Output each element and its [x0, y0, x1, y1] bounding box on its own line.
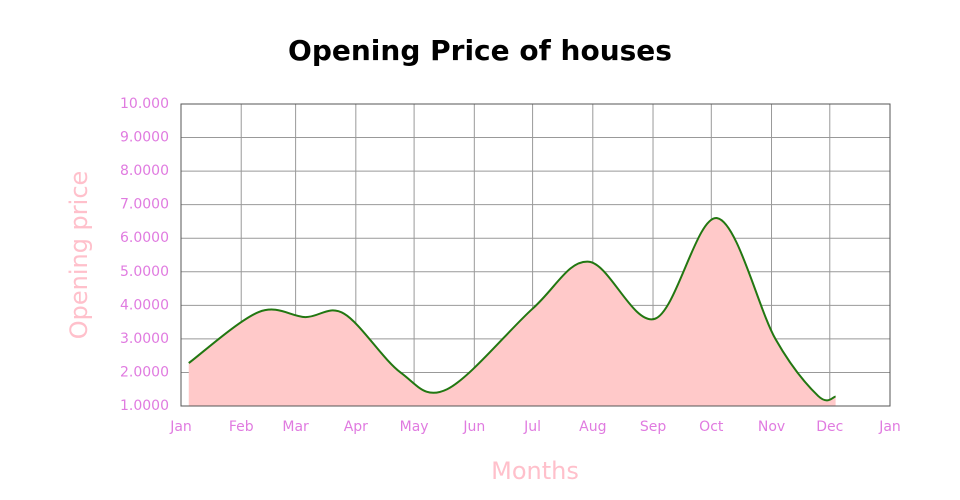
x-tick-label: Feb — [229, 419, 254, 435]
y-tick-label: 9.0000 — [120, 130, 169, 146]
y-tick-label: 5.0000 — [120, 264, 169, 280]
x-tick-label: Sep — [640, 419, 667, 435]
x-tick-label: Nov — [758, 419, 785, 435]
x-axis-label: Months — [491, 457, 579, 485]
y-tick-label: 4.0000 — [120, 297, 169, 313]
x-tick-label: Mar — [282, 419, 309, 435]
x-tick-label: Jan — [878, 419, 901, 435]
y-tick-label: 6.0000 — [120, 230, 169, 246]
line — [188, 217, 836, 402]
y-tick-label: 10.000 — [120, 96, 169, 112]
chart-title: Opening Price of houses — [288, 34, 672, 67]
x-tick-label: Dec — [816, 419, 843, 435]
y-axis-label: Opening price — [65, 171, 93, 340]
y-tick-label: 8.0000 — [120, 163, 169, 179]
y-tick-label: 7.0000 — [120, 197, 169, 213]
x-tick-label: May — [400, 419, 429, 435]
plot-border — [180, 103, 891, 407]
x-tick-label: Jun — [462, 419, 485, 435]
x-tick-label: Aug — [579, 419, 606, 435]
y-tick-label: 1.0000 — [120, 398, 169, 414]
x-tick-label: Oct — [699, 419, 724, 435]
y-tick-label: 2.0000 — [120, 364, 169, 380]
x-tick-label: Apr — [344, 419, 368, 435]
x-tick-label: Jul — [523, 419, 541, 435]
y-tick-label: 3.0000 — [120, 331, 169, 347]
x-tick-label: Jan — [169, 419, 192, 435]
area — [188, 218, 836, 406]
